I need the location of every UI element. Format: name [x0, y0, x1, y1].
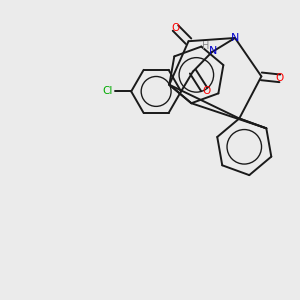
Text: O: O — [171, 23, 180, 33]
Text: O: O — [202, 86, 211, 96]
Text: H: H — [202, 41, 210, 51]
Text: Cl: Cl — [102, 86, 112, 96]
Text: N: N — [209, 46, 218, 56]
Text: O: O — [276, 73, 284, 83]
Text: N: N — [231, 33, 239, 43]
